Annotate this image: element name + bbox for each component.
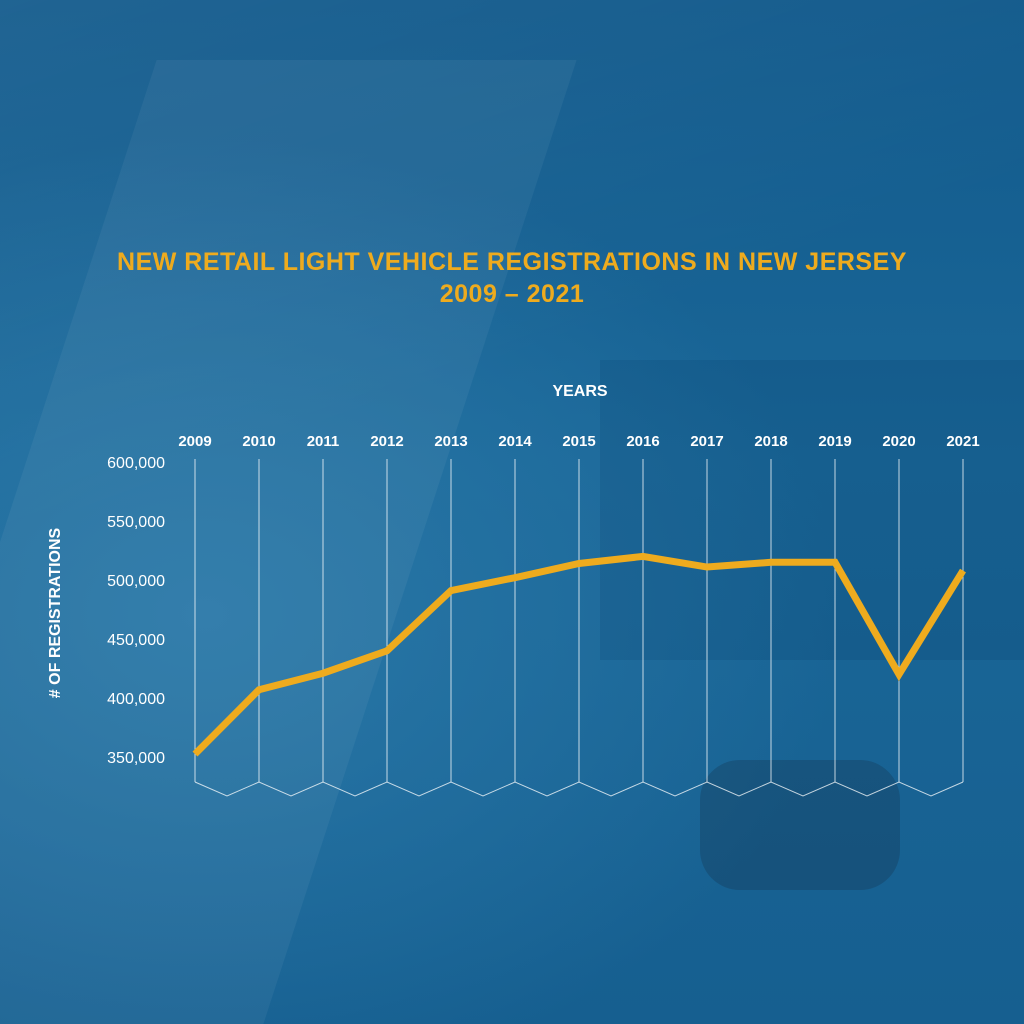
chart-subtitle: 2009 – 2021	[439, 280, 585, 308]
y-tick-500000: 500,000	[107, 573, 165, 590]
x-tick-2019: 2019	[818, 433, 851, 450]
y-tick-450000: 450,000	[107, 632, 165, 649]
x-tick-2021: 2021	[946, 433, 979, 450]
x-tick-2013: 2013	[434, 433, 467, 450]
y-tick-400000: 400,000	[107, 691, 165, 708]
x-tick-2012: 2012	[370, 433, 403, 450]
x-tick-2020: 2020	[882, 433, 915, 450]
y-tick-350000: 350,000	[107, 750, 165, 767]
x-tick-2011: 2011	[307, 433, 340, 450]
x-tick-2016: 2016	[626, 433, 659, 450]
x-tick-2018: 2018	[754, 433, 787, 450]
x-tick-2010: 2010	[242, 433, 275, 450]
chart-title: NEW RETAIL LIGHT VEHICLE REGISTRATIONS I…	[117, 248, 907, 276]
x-tick-2017: 2017	[690, 433, 723, 450]
x-tick-2014: 2014	[498, 433, 532, 450]
y-axis-label: # OF REGISTRATIONS	[47, 527, 64, 698]
y-tick-550000: 550,000	[107, 514, 165, 531]
x-tick-2009: 2009	[178, 433, 211, 450]
x-axis-label: YEARS	[552, 383, 607, 400]
y-tick-600000: 600,000	[107, 455, 165, 472]
zigzag-baseline	[194, 781, 964, 797]
x-tick-2015: 2015	[562, 433, 595, 450]
